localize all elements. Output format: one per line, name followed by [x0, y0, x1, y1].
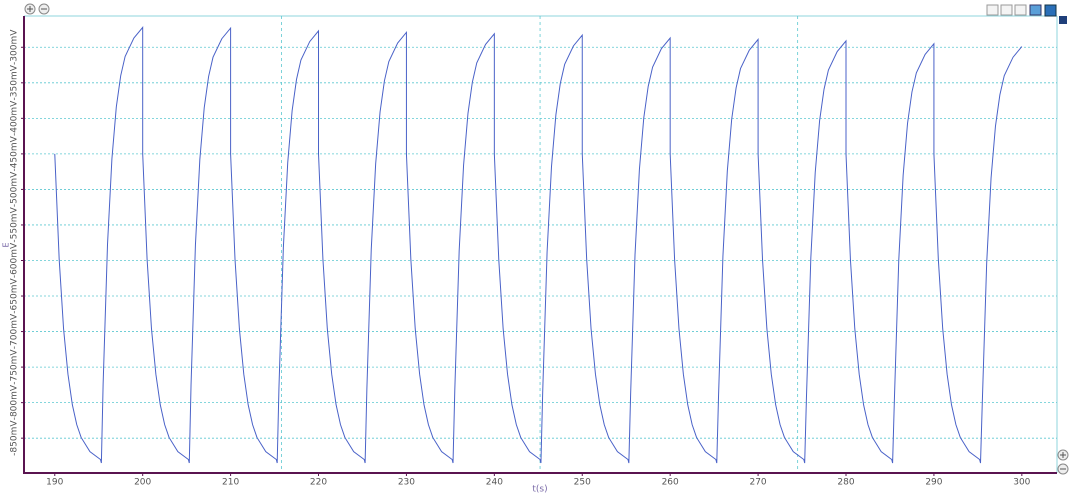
x-tick-label: 200	[134, 478, 151, 488]
label-layer: -300mV-350mV-400mV-450mV-500mV-550mV-600…	[10, 29, 1031, 488]
toolbar-icon[interactable]	[986, 4, 999, 16]
y-axis-label: E	[2, 242, 11, 247]
x-tick-label: 210	[222, 478, 239, 488]
x-tick-label: 190	[46, 478, 63, 488]
y-tick-label: -700mV	[10, 313, 20, 349]
x-tick-label: 240	[486, 478, 503, 488]
y-tick-label: -450mV	[10, 135, 20, 171]
grid-layer	[24, 16, 1057, 473]
y-zoom-out-button[interactable]	[1057, 463, 1069, 475]
y-zoom-in-button[interactable]	[1057, 449, 1069, 461]
series-toggle[interactable]	[1059, 16, 1067, 24]
x-tick-label: 260	[662, 478, 679, 488]
y-tick-label: -500mV	[10, 171, 20, 207]
y-tick-label: -350mV	[10, 64, 20, 100]
x-tick-label: 280	[837, 478, 854, 488]
y-tick-label: -650mV	[10, 278, 20, 314]
zoom-out-button[interactable]	[38, 3, 50, 15]
y-tick-label: -550mV	[10, 206, 20, 242]
image-icon[interactable]	[1029, 4, 1042, 16]
y-tick-label: -400mV	[10, 100, 20, 136]
x-tick-label: 300	[1013, 478, 1030, 488]
y-tick-label: -850mV	[10, 420, 20, 456]
y-tick-label: -600mV	[10, 242, 20, 278]
x-tick-label: 250	[574, 478, 591, 488]
x-tick-label: 230	[398, 478, 415, 488]
y-tick-label: -300mV	[10, 29, 20, 65]
zoom-in-button[interactable]	[24, 3, 36, 15]
x-tick-label: 270	[749, 478, 766, 488]
toolbar-icon[interactable]	[1000, 4, 1013, 16]
y-tick-label: -750mV	[10, 349, 20, 385]
x-tick-label: 290	[925, 478, 942, 488]
y-tick-label: -800mV	[10, 384, 20, 420]
x-axis-label: t(s)	[532, 485, 547, 495]
line-layer	[54, 25, 1023, 464]
data-line	[54, 25, 1023, 464]
toolbar-icon[interactable]	[1014, 4, 1027, 16]
x-tick-label: 220	[310, 478, 327, 488]
save-icon[interactable]	[1044, 4, 1057, 17]
